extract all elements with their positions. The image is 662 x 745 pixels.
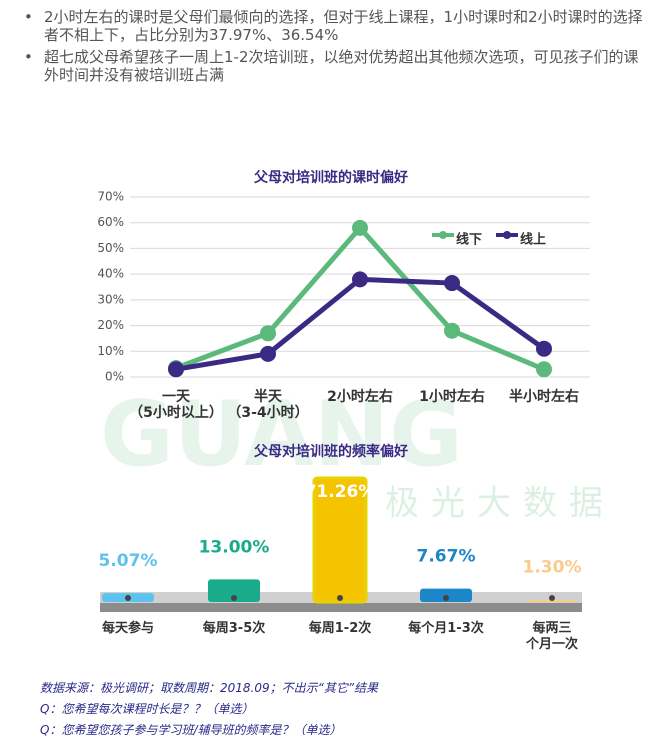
y-tick-label: 30% (97, 292, 124, 306)
legend-swatch (439, 231, 447, 239)
footer: 数据来源：极光调研；取数周期：2018.09；不出示“其它”结果 Q：您希望每次… (40, 678, 378, 741)
value-label: 5.07% (99, 551, 158, 571)
bar-dot (549, 595, 555, 601)
marker (444, 322, 460, 339)
y-tick-label: 10% (97, 344, 124, 358)
value-label: 1.30% (523, 558, 582, 578)
footer-line: 数据来源：极光调研；取数周期：2018.09；不出示“其它”结果 (40, 681, 379, 695)
x-tick-label: 2小时左右 (327, 389, 393, 405)
y-tick-label: 50% (97, 241, 124, 255)
marker (536, 361, 552, 378)
chart-title: 父母对培训班的课时偏好 (253, 169, 408, 186)
bullet: 2小时左右的课时是父母们最倾向的选择，但对于线上课程，1小时课时和2小时课时的选… (18, 8, 648, 44)
x-tick-label: 每天参与 (101, 621, 155, 636)
bar (312, 476, 368, 604)
chart-title: 父母对培训班的频率偏好 (253, 443, 408, 460)
value-label: 71.26% (305, 482, 376, 502)
x-tick-label: 半小时左右 (509, 389, 579, 405)
line (175, 276, 546, 372)
bullet: 超七成父母希望孩子一周上1-2次培训班，以绝对优势超出其他频次选项，可见孩子们的… (18, 48, 648, 84)
line (175, 224, 545, 372)
marker (260, 345, 276, 362)
marker (444, 275, 460, 292)
x-tick-label: 1小时左右 (419, 389, 485, 405)
marker (168, 361, 184, 378)
bullet-list: 2小时左右的课时是父母们最倾向的选择，但对于线上课程，1小时课时和2小时课时的选… (18, 8, 648, 88)
x-tick-label: 每周3-5次 (202, 621, 266, 636)
y-tick-label: 20% (97, 318, 124, 332)
x-tick-label: 一天 （5小时以上） (129, 389, 223, 421)
value-label: 7.67% (417, 547, 476, 567)
y-tick-label: 60% (97, 215, 124, 229)
value-label: 13.00% (199, 537, 270, 557)
marker (352, 219, 368, 236)
y-tick-label: 70% (97, 190, 124, 204)
x-tick-label: 每个月1-3次 (408, 621, 484, 636)
y-tick-label: 40% (97, 267, 124, 281)
footer-line: Q：您希望每次课程时长是？？（单选） (40, 702, 254, 716)
x-tick-label: 每周1-2次 (308, 621, 372, 636)
marker (352, 271, 368, 288)
bar-dot (231, 595, 237, 601)
bar-dot (125, 595, 131, 601)
watermark: GUANG (100, 382, 463, 487)
legend-label: 线上 (520, 232, 546, 248)
y-tick-label: 0% (105, 370, 124, 384)
x-tick-label: 每两三 个月一次 (525, 621, 579, 652)
watermark: 极光大数据 (385, 484, 615, 524)
x-tick-label: 半天 （3-4小时） (227, 389, 309, 421)
bar (208, 579, 260, 602)
baseline-band (100, 603, 582, 612)
bar-dot (337, 595, 343, 601)
footer-line: Q：您希望您孩子参与学习班/辅导班的频率是？（单选） (40, 723, 342, 737)
marker (260, 325, 276, 342)
legend-swatch (503, 231, 511, 239)
legend-label: 线下 (456, 232, 482, 248)
bar-dot (443, 595, 449, 601)
marker (536, 340, 552, 357)
